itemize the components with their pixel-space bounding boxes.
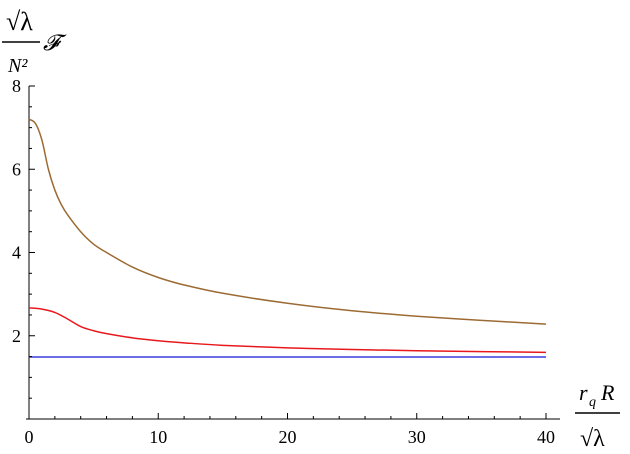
x-tick-label: 20	[279, 427, 297, 447]
y-tick-label: 8	[12, 76, 21, 96]
series-layer	[28, 118, 547, 358]
ticks-layer: 0 10 20 30 40 2 4 6 8	[12, 76, 555, 447]
x-tick-label: 10	[149, 427, 167, 447]
y-tick-label: 2	[12, 326, 21, 346]
y-axis-label: √λ N² 𝓕	[2, 7, 67, 77]
x-label-r: r	[579, 380, 588, 405]
series-line-1	[28, 118, 547, 325]
y-tick-label: 4	[12, 243, 21, 263]
x-axis-label: r q R √λ	[575, 380, 620, 452]
series-line-2	[28, 307, 547, 354]
x-label-denominator: √λ	[580, 426, 605, 452]
x-label-subscript: q	[589, 395, 596, 410]
x-tick-label: 30	[408, 427, 426, 447]
x-tick-label: 0	[25, 427, 34, 447]
y-label-symbol: 𝓕	[43, 30, 67, 55]
y-tick-label: 6	[12, 159, 21, 179]
y-label-denominator: N²	[7, 55, 28, 77]
x-label-R: R	[600, 380, 615, 405]
x-tick-label: 40	[537, 427, 555, 447]
y-label-numerator: √λ	[6, 7, 33, 36]
